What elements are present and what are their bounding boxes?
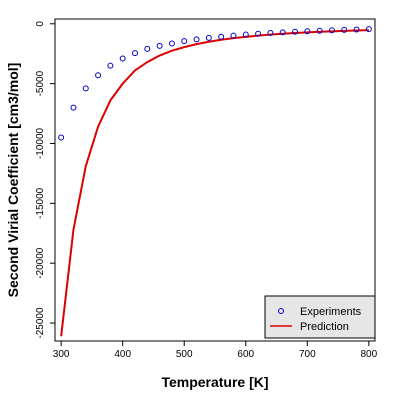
- experiment-point: [181, 38, 188, 45]
- y-axis-title: Second Virial Coefficient [cm3/mol]: [5, 63, 21, 298]
- experiment-point: [132, 50, 138, 57]
- experiment-point: [205, 34, 212, 41]
- experiment-point: [267, 30, 274, 37]
- legend-experiments-label: Experiments: [300, 306, 362, 318]
- experiment-point: [144, 45, 151, 52]
- experiment-point: [107, 62, 114, 69]
- experiment-point: [82, 85, 89, 92]
- y-tick-label: -15000: [35, 187, 46, 219]
- x-tick-label: 800: [361, 349, 378, 360]
- experiment-point: [168, 40, 175, 47]
- plot-area: [58, 26, 372, 337]
- experiment-point: [316, 27, 323, 34]
- x-tick-label: 700: [299, 349, 316, 360]
- x-tick-label: 300: [53, 349, 70, 360]
- y-tick-label: -20000: [35, 247, 46, 279]
- experiment-point: [304, 28, 311, 35]
- legend-experiments-marker: [278, 308, 284, 314]
- legend-prediction-label: Prediction: [300, 321, 349, 333]
- experiment-point: [292, 28, 298, 35]
- y-tick-label: 0: [35, 21, 46, 27]
- experiment-point: [365, 26, 372, 33]
- experiment-point: [353, 26, 360, 33]
- experiment-point: [70, 104, 77, 111]
- y-tick-label: -10000: [35, 127, 46, 159]
- legend: Experiments Prediction: [264, 295, 376, 339]
- experiment-point: [255, 30, 262, 37]
- experiment-point: [242, 31, 249, 38]
- y-tick-label: -5000: [35, 70, 46, 96]
- x-tick-label: 600: [237, 349, 254, 360]
- experiment-point: [328, 27, 335, 34]
- y-axis: 0 -5000 -10000 -15000 -20000 -25000: [35, 21, 55, 339]
- x-tick-label: 500: [176, 349, 193, 360]
- experiment-point: [218, 33, 225, 40]
- experiment-point: [58, 134, 65, 141]
- experiment-point: [230, 32, 237, 39]
- experiment-point: [156, 42, 163, 49]
- x-axis: 300 400 500 600 700 800: [53, 341, 378, 360]
- experiment-point: [341, 26, 348, 33]
- experiment-point: [193, 36, 200, 43]
- x-tick-label: 400: [114, 349, 131, 360]
- experiment-point: [279, 29, 286, 36]
- plot-frame: [54, 18, 376, 342]
- x-axis-title: Temperature [K]: [161, 374, 268, 390]
- experiment-point: [119, 55, 126, 62]
- legend-box: [264, 295, 376, 339]
- experiment-point: [95, 72, 102, 79]
- y-tick-label: -25000: [35, 307, 46, 339]
